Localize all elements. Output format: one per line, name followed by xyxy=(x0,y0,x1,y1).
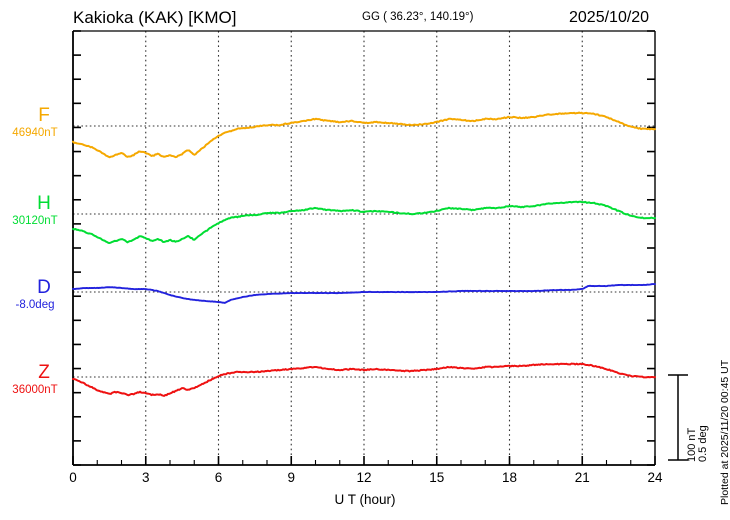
component-label-z: Z xyxy=(38,362,50,383)
component-baseline-z: 36000nT xyxy=(12,384,58,396)
trace-z xyxy=(72,362,656,397)
x-tick-label: 15 xyxy=(429,470,445,485)
x-axis-title: U T (hour) xyxy=(334,492,396,507)
plotted-at-timestamp: Plotted at 2025/11/20 00:45 UT xyxy=(719,359,730,505)
trace-h xyxy=(72,200,656,244)
x-tick-label: 0 xyxy=(69,470,77,485)
x-tick-label: 18 xyxy=(501,470,518,485)
component-label-h: H xyxy=(37,193,51,214)
trace-f xyxy=(72,111,656,159)
component-baseline-f: 46940nT xyxy=(12,127,58,139)
component-label-f: F xyxy=(38,105,50,126)
trace-d xyxy=(72,283,656,304)
component-label-d: D xyxy=(37,277,51,298)
station-name: Kakioka (KAK) [KMO] xyxy=(73,8,237,27)
x-tick-label: 21 xyxy=(574,470,590,485)
x-tick-label: 24 xyxy=(647,470,663,485)
x-tick-label: 3 xyxy=(141,470,150,485)
component-baseline-d: -8.0deg xyxy=(15,299,55,311)
x-tick-label: 9 xyxy=(287,470,295,485)
observation-date: 2025/10/20 xyxy=(569,9,650,26)
geographic-coordinates: GG ( 36.23°, 140.19°) xyxy=(362,11,474,23)
x-tick-label: 6 xyxy=(214,470,223,485)
scale-bar-deg-label: 0.5 deg xyxy=(697,425,709,462)
x-tick-label: 12 xyxy=(356,470,372,485)
component-baseline-h: 30120nT xyxy=(12,215,58,227)
